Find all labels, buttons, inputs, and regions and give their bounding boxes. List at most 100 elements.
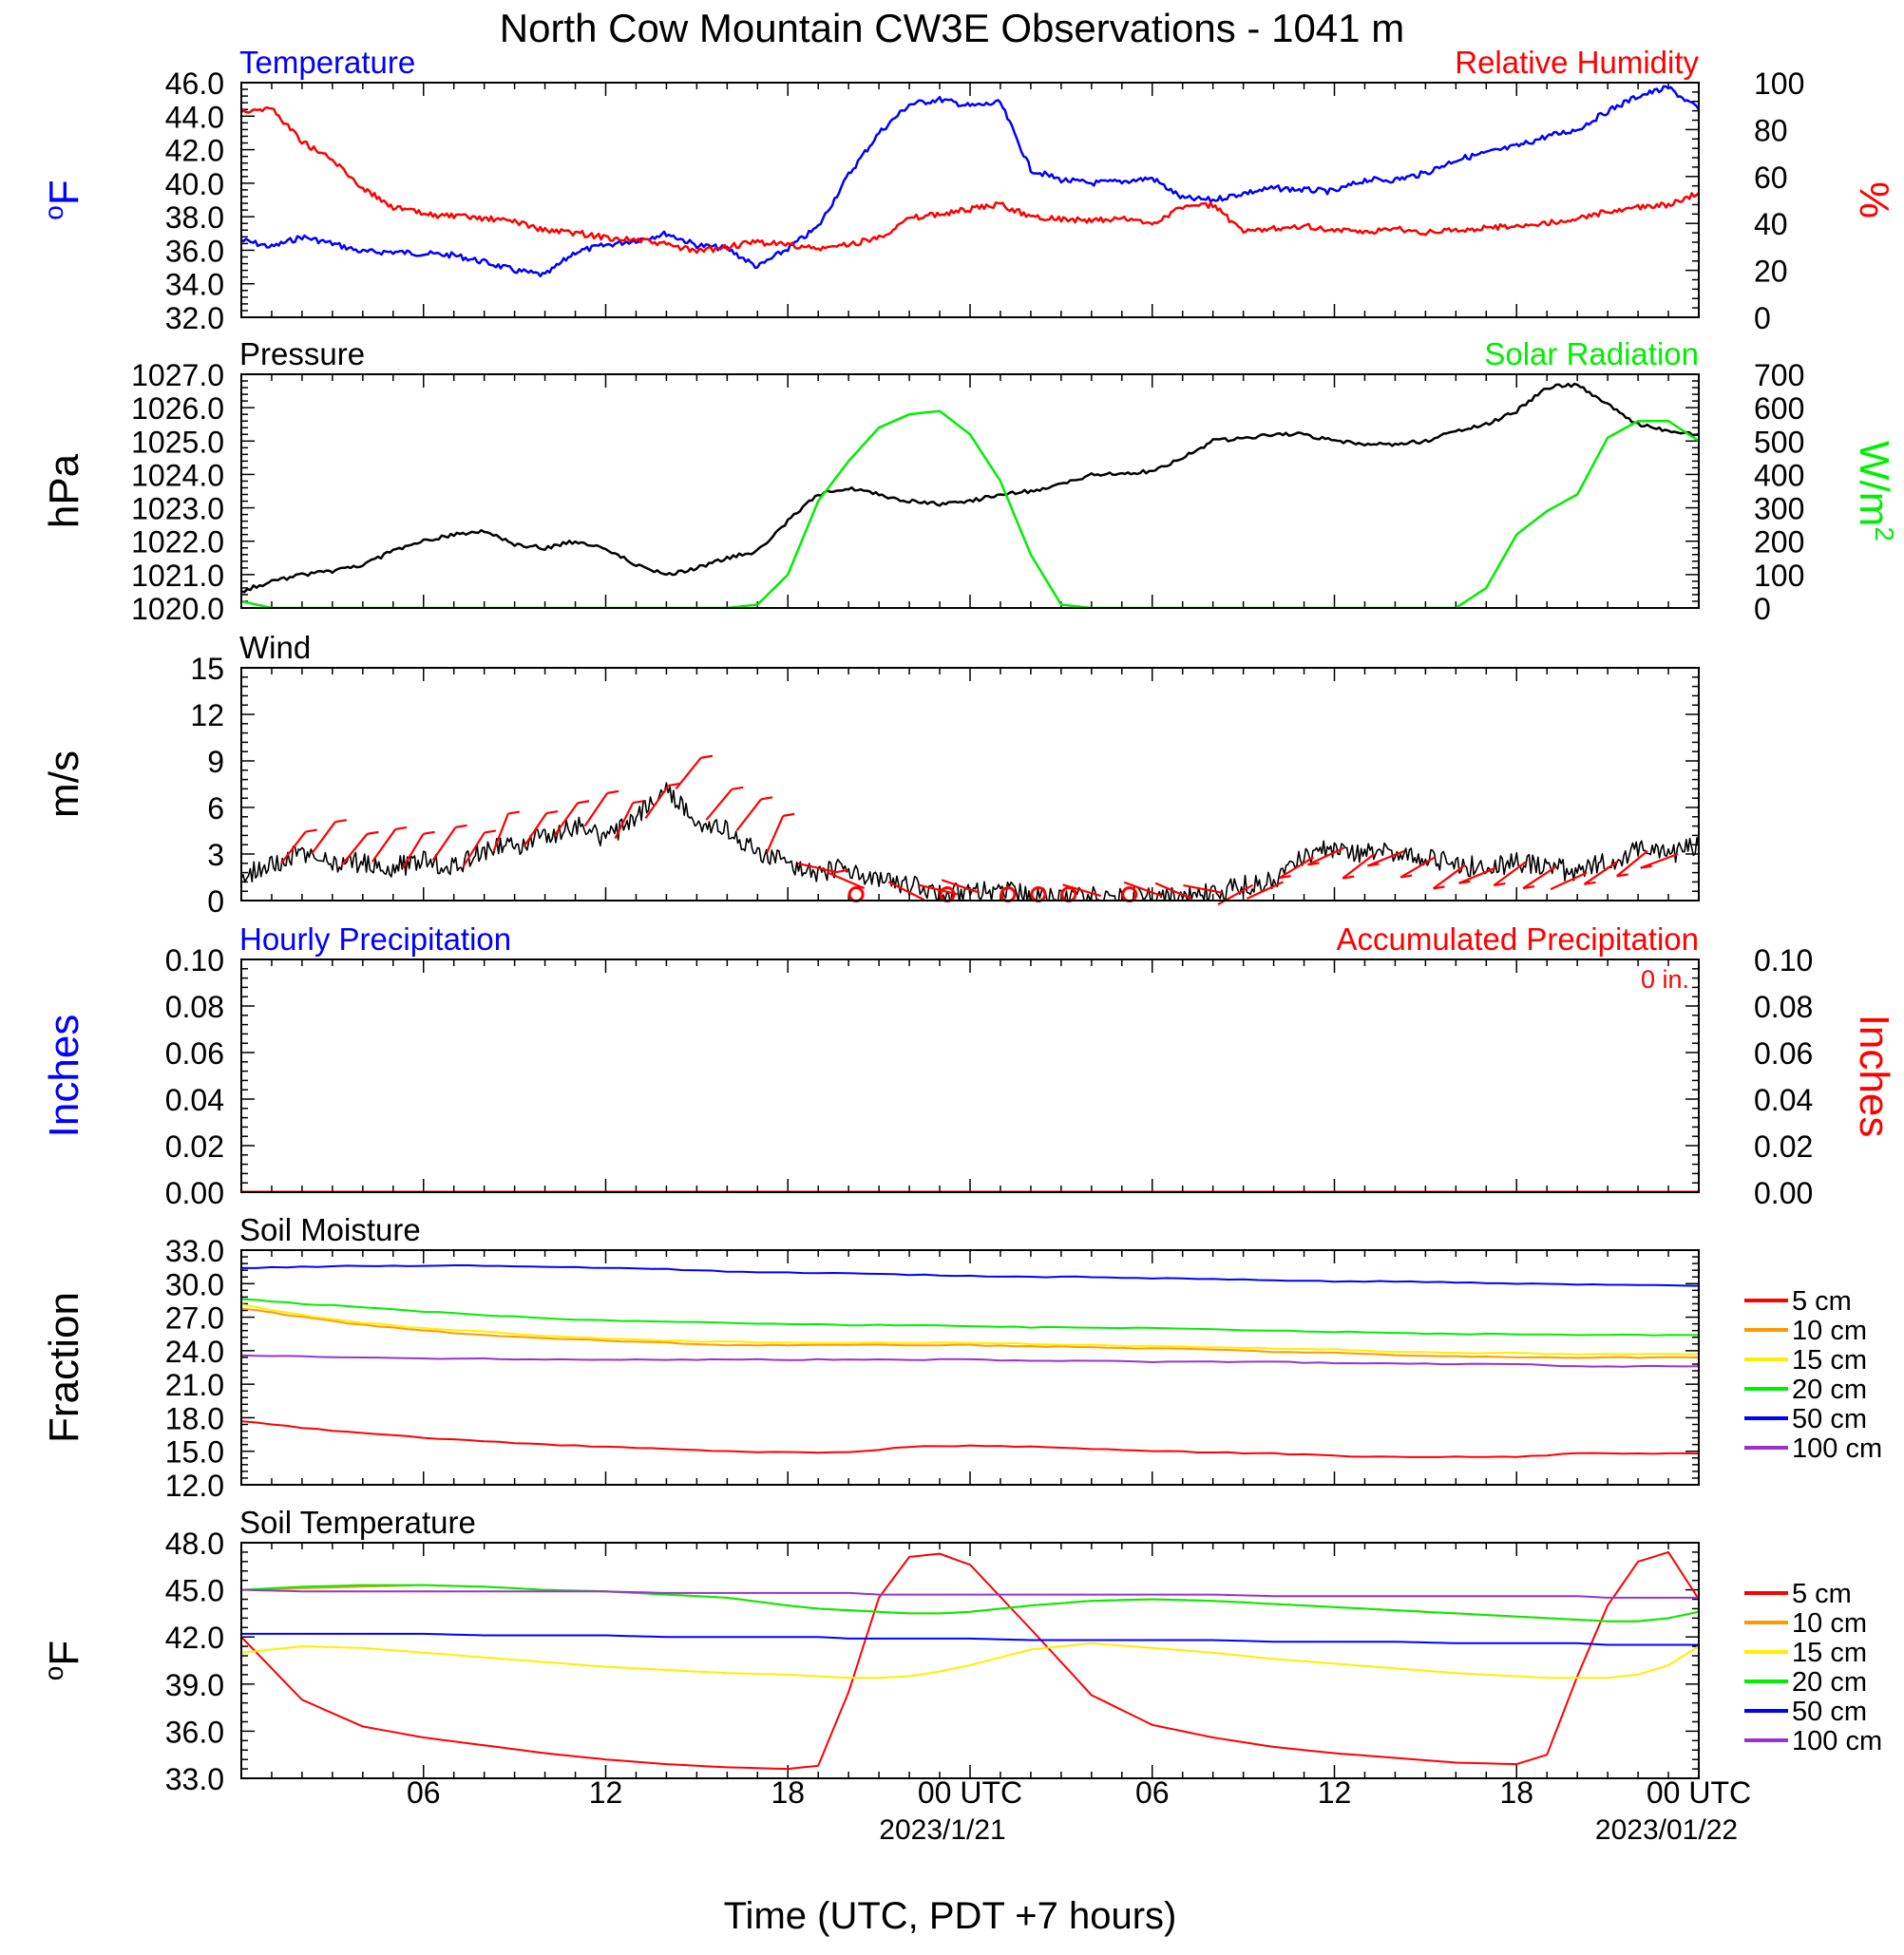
y-right-tick-label: 400 [1754,458,1804,492]
wind-barb-flag [668,782,680,788]
wind-barb-staff [311,821,336,855]
y-tick-label: 1026.0 [131,391,224,426]
series-soil_moisture [241,1264,1699,1458]
series-line-15-cm [241,1303,1699,1356]
series-line-5-cm [241,1550,1699,1771]
plot-frame-soil_moisture [240,1249,1700,1486]
wind-barb-staff [523,812,548,847]
panels: 32.034.036.038.040.042.044.046.002040608… [39,45,1899,1796]
y-tick-label: 1020.0 [131,592,224,626]
y-axis-label: oF [39,1641,87,1680]
y-right-tick-label: 80 [1754,113,1788,147]
y-tick-label: 0.06 [165,1036,224,1071]
wind-barb-flag [1616,873,1628,878]
legend-label: 50 cm [1792,1697,1867,1727]
series-line-10-cm [241,1307,1699,1359]
wind-barb-flag [700,754,714,759]
wind-barb-staff [1615,849,1648,878]
wind-barb-flag [305,828,317,833]
plot-frame-soil_temp [240,1542,1700,1779]
plot-frame-temp_rh [240,82,1700,318]
y-ticks-precip [241,959,1699,1193]
series-temp_rh [241,85,1699,278]
y-right-tick-label: 600 [1754,391,1804,426]
panel-soil_moisture: 12.015.018.021.024.027.030.033.0 Soil Moi… [41,1212,1882,1503]
y-right-tick-label: 0.02 [1754,1129,1813,1164]
series-line-100-cm [241,1588,1699,1599]
wind-barb-staff [1342,853,1376,880]
wind-barb-staff [735,798,762,832]
y-tick-label: 44.0 [165,100,224,134]
wind-barb-flag [1433,885,1445,890]
y-tick-label: 45.0 [165,1574,224,1608]
y-tick-label: 36.0 [165,1715,224,1749]
wind-barb-staff [887,881,925,902]
wind-barb-flag [1279,875,1291,880]
series-line-15-cm [241,1642,1699,1680]
y-tick-label: 32.0 [165,301,224,335]
wind-barb-staff [766,815,785,853]
series-line-pressure [241,382,1699,594]
legend-label: 5 cm [1792,1579,1852,1609]
y-tick-label: 1027.0 [131,358,224,392]
wind-barb-staff [553,802,579,837]
wind-barb-staff [1522,865,1557,889]
y-tick-label: 0.00 [165,1176,224,1210]
legend-label: 10 cm [1792,1608,1867,1639]
plot-frame-wind [240,667,1700,902]
wind-barb-staff [1399,856,1436,879]
panel-title-right: Solar Radiation [1484,336,1699,371]
y-tick-label: 33.0 [165,1762,224,1796]
y-right-tick-label: 100 [1754,559,1804,593]
wind-barb-flag [1400,874,1413,879]
y-tick-label: 15.0 [165,1435,224,1470]
wind-barb-staff [1154,882,1193,901]
y-tick-label: 42.0 [165,1621,224,1655]
wind-barb-staff [1247,881,1285,901]
y-tick-label: 0.04 [165,1083,224,1117]
y-tick-label: 21.0 [165,1368,224,1402]
y-tick-label: 46.0 [165,66,224,101]
y-tick-label: 12.0 [165,1469,224,1503]
y-tick-label: 15 [190,652,224,686]
wind-barb-staff [1550,871,1588,891]
wind-barb-staff [1640,852,1679,869]
y-right-tick-label: 0.08 [1754,990,1813,1024]
x-tick-label: 12 [1318,1775,1352,1810]
wind-barb-staff [492,813,509,852]
wind-barb-flag [1307,862,1320,866]
wind-barb-flag [836,868,848,874]
date-label-1: 2023/1/21 [879,1814,1005,1846]
y-tick-label: 1025.0 [131,425,224,459]
y-tick-label: 0.10 [165,943,224,978]
x-tick-label: 06 [1135,1775,1170,1810]
y-tick-label: 1022.0 [131,525,224,560]
x-tick-label: 00 UTC [1647,1775,1751,1810]
wind-barb-staff [583,792,609,827]
y-tick-label: 0 [207,884,224,919]
x-axis-title: Time (UTC, PDT +7 hours) [724,1895,1177,1937]
legend-label: 5 cm [1792,1286,1852,1317]
series-line-50-cm [241,1264,1699,1287]
y-tick-label: 38.0 [165,200,224,235]
wind-barb-staff [462,831,486,867]
panel-temp_rh: 32.034.036.038.040.042.044.046.0 0 20 40 60 8… [39,45,1897,335]
x-tick-label: 06 [407,1775,441,1810]
panel-soil_temp: 33.0 36.0 39.0 42.0 45.0 48.0 Soil Temperature… [39,1505,1882,1796]
wind-barb-flag [782,812,795,817]
y-right-tick-label: 100 [1754,66,1804,101]
legend-label: 10 cm [1792,1316,1867,1346]
wind-barb-flag [732,786,744,790]
y-right-tick-label: 20 [1754,255,1788,289]
x-tick-label: 12 [589,1775,623,1810]
wind-barb-flag [1640,864,1652,869]
x-ticks-temp_rh [240,83,1700,317]
wind-barb-flag [577,800,590,805]
x-ticks-soil_moisture [240,1250,1700,1485]
y-tick-label: 1021.0 [131,559,224,593]
panel-title-left: Hourly Precipitation [239,921,511,957]
legend-label: 50 cm [1792,1404,1867,1434]
wind-barb-staff [1183,883,1223,894]
wind-barbs [280,754,1679,906]
